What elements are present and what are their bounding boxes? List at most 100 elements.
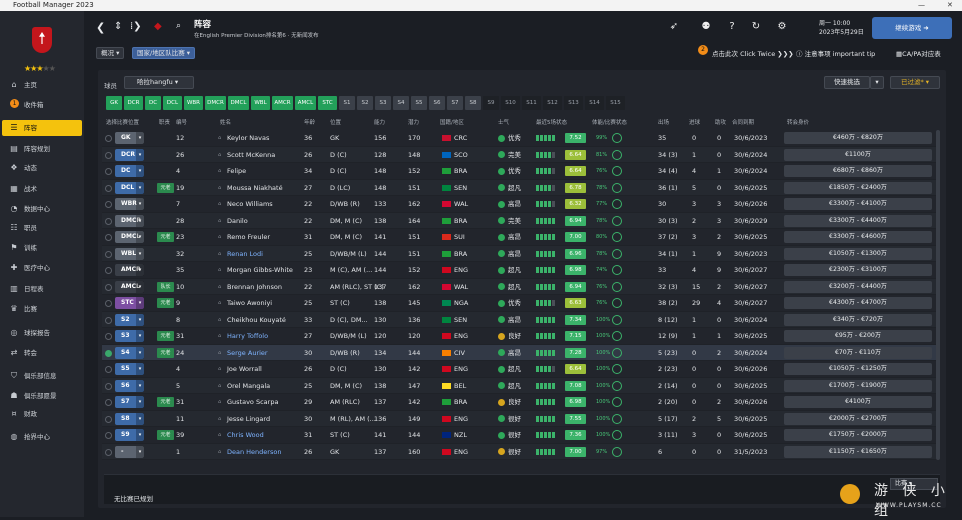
row-select-radio[interactable] <box>105 201 112 208</box>
player-name-link[interactable]: Harry Toffolo <box>227 332 269 340</box>
player-name-link[interactable]: Jesse Lingard <box>227 414 271 423</box>
slot-selector[interactable]: DMCR ▾ <box>115 214 144 227</box>
row-select-radio[interactable] <box>105 448 112 456</box>
close-icon[interactable]: ✕ <box>947 1 953 9</box>
sidebar-item-12[interactable]: ◎ 球探报告 <box>2 325 82 341</box>
row-select-radio[interactable] <box>105 217 112 225</box>
table-row[interactable]: S7 ▾ 元老 31 ⌂ Gustavo Scarpa 29 AM (RLC) 137 142 BR… <box>102 394 938 411</box>
position-chip[interactable]: WBL <box>251 96 270 110</box>
sidebar-item-2[interactable]: ☰ 阵容 <box>2 120 82 136</box>
tab-overview[interactable]: 概况 ▾ <box>96 47 125 59</box>
table-row[interactable]: WBL ▾ 32 ⌂ Renan Lodi 25 D/WB/M (L) 144 151 BRA 高昂… <box>102 245 938 262</box>
slot-selector[interactable]: WBR ▾ <box>115 198 144 210</box>
slot-selector[interactable]: S2 ▾ <box>115 313 144 326</box>
table-row[interactable]: STC ▾ 元老 9 ⌂ Taiwo Awoniyi 25 ST (C) 138 145 NGA 优秀… <box>102 295 938 312</box>
player-name-link[interactable]: Serge Aurier <box>227 348 268 357</box>
table-row[interactable]: DCR ▾ 26 ⌂ Scott McKenna 26 D (C) 128 148 SCO 完美 6.… <box>102 146 938 163</box>
table-scrollbar[interactable] <box>936 130 940 460</box>
row-select-radio[interactable] <box>105 283 112 291</box>
slot-selector[interactable]: S3 ▾ <box>115 330 144 342</box>
col-assists[interactable]: 助攻 <box>715 120 727 126</box>
slot-selector[interactable]: DC ▾ <box>115 165 144 177</box>
position-chip[interactable]: DCL <box>163 96 182 110</box>
position-chip[interactable]: S15 <box>606 96 625 110</box>
slot-selector[interactable]: AMCR ▾ <box>115 264 144 276</box>
position-chip[interactable]: S13 <box>564 96 583 110</box>
tab-national[interactable]: 国家/地区队比赛 ▾ <box>132 47 196 59</box>
sidebar-item-9[interactable]: ✚ 医疗中心 <box>2 260 82 276</box>
table-row[interactable]: DMCR ▾ 28 ⌂ Danilo 22 DM, M (C) 138 164 BRA 完美 6.94… <box>102 212 938 229</box>
position-chip[interactable]: AMCR <box>272 96 293 110</box>
up-down-icon[interactable]: ⇕ <box>114 21 123 32</box>
sidebar-item-14[interactable]: ⛉ 俱乐部信息 <box>2 368 82 384</box>
col-select[interactable]: 选择比赛位置 <box>106 120 140 126</box>
position-chip[interactable]: AMCL <box>295 96 316 110</box>
col-age[interactable]: 年龄 <box>304 120 316 126</box>
sidebar-item-5[interactable]: ▦ 战术 <box>2 181 82 197</box>
position-chip[interactable]: S10 <box>501 96 520 110</box>
position-chip[interactable]: GK <box>106 96 122 110</box>
player-name-link[interactable]: Joe Worrall <box>227 365 262 373</box>
table-row[interactable]: S2 ▾ 8 ⌂ Cheikhou Kouyaté 33 D (C), DM... 130 13… <box>102 311 938 328</box>
club-crest-icon[interactable] <box>32 27 52 53</box>
position-chip[interactable]: DCR <box>124 96 143 110</box>
col-position[interactable]: 位置 <box>330 120 342 126</box>
settings-toggle-icon[interactable]: ⚉ <box>701 21 711 32</box>
slot-selector[interactable]: S4 ▾ <box>115 346 144 359</box>
player-name-link[interactable]: Moussa Niakhaté <box>227 183 283 192</box>
slot-selector[interactable]: AMCL ▾ <box>115 280 144 293</box>
player-filter-dropdown[interactable]: 哈拉hangfu ▾ <box>124 76 194 89</box>
table-row[interactable]: - ▾ 1 ⌂ Dean Henderson 26 GK 137 160 ENG 很好 7.00 97%… <box>102 443 938 460</box>
filter-button[interactable]: 已过滤* ▾ <box>890 76 940 89</box>
sidebar-item-15[interactable]: ☗ 俱乐部愿景 <box>2 388 82 404</box>
col-wage[interactable]: 转会身价 <box>787 120 810 126</box>
compare-dropdown[interactable]: 比赛 ▾ <box>890 478 938 490</box>
row-select-radio[interactable] <box>105 184 112 192</box>
refresh-icon[interactable]: ↻ <box>751 21 761 32</box>
search-icon[interactable]: ⌕ <box>176 21 182 31</box>
sidebar-item-7[interactable]: ☷ 职员 <box>2 220 82 236</box>
table-row[interactable]: DCL ▾ 元老 19 ⌂ Moussa Niakhaté 27 D (LC) 148 151 SE… <box>102 179 938 196</box>
position-chip[interactable]: STC <box>318 96 337 110</box>
player-name-link[interactable]: Keylor Navas <box>227 134 270 142</box>
col-name[interactable]: 姓名 <box>220 120 232 126</box>
sidebar-item-6[interactable]: ◔ 数据中心 <box>2 201 82 217</box>
col-goals[interactable]: 进球 <box>689 120 701 126</box>
row-select-radio[interactable] <box>105 399 112 406</box>
col-contract[interactable]: 合同到期 <box>732 120 755 126</box>
col-rating[interactable]: 最近5场状态 <box>536 120 567 126</box>
player-name-link[interactable]: Renan Lodi <box>227 249 263 258</box>
player-name-link[interactable]: Chris Wood <box>227 431 264 439</box>
position-chip[interactable]: S12 <box>543 96 562 110</box>
rocket-icon[interactable]: ➶ <box>669 21 679 32</box>
row-select-radio[interactable] <box>105 349 112 357</box>
position-chip[interactable]: S11 <box>522 96 541 110</box>
player-name-link[interactable]: Gustavo Scarpa <box>227 398 279 406</box>
col-condition[interactable]: 体能/比赛状态 <box>592 120 627 126</box>
forward-icon[interactable]: ⁞❯ <box>130 21 142 32</box>
position-chip[interactable]: S14 <box>585 96 604 110</box>
position-chip[interactable]: S9 <box>483 96 499 110</box>
sidebar-item-4[interactable]: ❖ 动态 <box>2 160 82 176</box>
table-row[interactable]: AMCL ▾ 队长 10 ⌂ Brennan Johnson 22 AM (RLC), ST … <box>102 278 938 295</box>
player-name-link[interactable]: Cheikhou Kouyaté <box>227 315 286 324</box>
col-apps[interactable]: 出场 <box>658 120 670 126</box>
position-chip[interactable]: S1 <box>339 96 355 110</box>
col-morale[interactable]: 士气 <box>498 120 510 126</box>
table-row[interactable]: DMCL ▾ 元老 23 ⌂ Remo Freuler 31 DM, M (C) 141 151 S… <box>102 229 938 246</box>
slot-selector[interactable]: DMCL ▾ <box>115 231 144 243</box>
position-chip[interactable]: DMCL <box>228 96 249 110</box>
col-nationality[interactable]: 国籍/地区 <box>440 120 464 126</box>
table-row[interactable]: S4 ▾ 元老 24 ⌂ Serge Aurier 30 D/WB (R) 134 144 CIV 高… <box>102 344 938 361</box>
row-select-radio[interactable] <box>105 333 112 340</box>
col-role[interactable]: 职责 <box>159 120 171 126</box>
club-badge-icon[interactable]: ◆ <box>154 21 162 32</box>
table-row[interactable]: GK ▾ 12 ⌂ Keylor Navas 36 GK 156 170 CRC 优秀 7.52 99%… <box>102 130 938 147</box>
important-link[interactable]: ⓘ 注意事项 important tip <box>796 50 876 58</box>
position-chip[interactable]: S4 <box>393 96 409 110</box>
continue-button[interactable]: 继续游戏 ➜ <box>872 17 952 39</box>
sidebar-item-13[interactable]: ⇄ 转会 <box>2 345 82 361</box>
player-name-link[interactable]: Morgan Gibbs-White <box>227 266 293 274</box>
row-select-radio[interactable] <box>105 135 112 142</box>
position-chip[interactable]: DC <box>145 96 161 110</box>
